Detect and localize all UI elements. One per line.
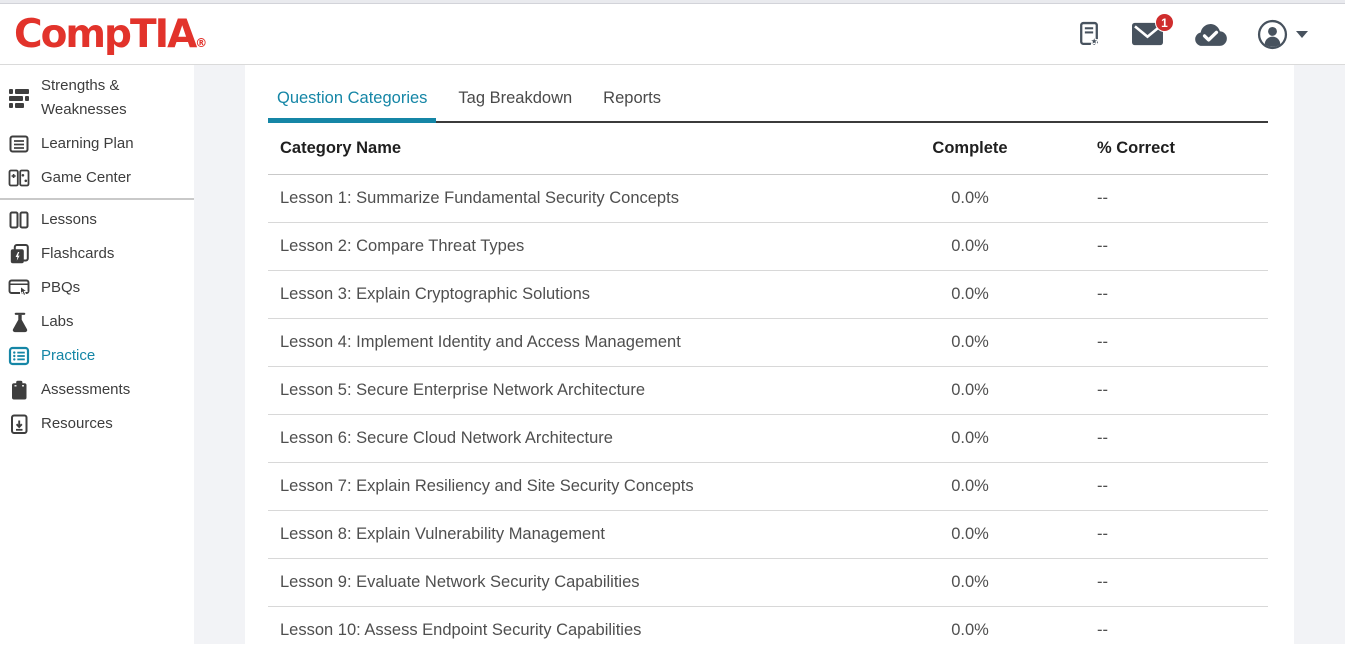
sidebar-item-lessons[interactable]: Lessons: [0, 203, 194, 237]
category-name: Lesson 2: Compare Threat Types: [280, 237, 525, 255]
table-row[interactable]: Lesson 2: Compare Threat Types 0.0% --: [268, 223, 1268, 271]
assessments-icon: [7, 378, 31, 402]
category-correct-value: --: [1097, 285, 1108, 303]
category-name: Lesson 10: Assess Endpoint Security Capa…: [280, 621, 642, 639]
table-row[interactable]: Lesson 8: Explain Vulnerability Manageme…: [268, 511, 1268, 559]
score-report-icon[interactable]: [1076, 21, 1102, 48]
left-gutter: [194, 65, 245, 644]
sidebar-item-labs[interactable]: Labs: [0, 305, 194, 339]
table-row[interactable]: Lesson 4: Implement Identity and Access …: [268, 319, 1268, 367]
category-name: Lesson 3: Explain Cryptographic Solution…: [280, 285, 591, 303]
game-center-icon: [7, 166, 31, 190]
strengths-weaknesses-icon: [7, 86, 31, 110]
sidebar-item-label: Game Center: [41, 169, 132, 186]
sidebar: Strengths & Weaknesses Learning Plan: [0, 65, 194, 644]
sidebar-item-practice[interactable]: Practice: [0, 339, 194, 373]
practice-icon: [7, 344, 31, 368]
account-menu[interactable]: [1257, 19, 1309, 50]
sidebar-item-assessments[interactable]: Assessments: [0, 373, 194, 407]
category-name: Lesson 8: Explain Vulnerability Manageme…: [280, 525, 605, 543]
table-row[interactable]: Lesson 7: Explain Resiliency and Site Se…: [268, 463, 1268, 511]
category-correct-value: --: [1097, 477, 1108, 495]
tabs: Question Categories Tag Breakdown Report…: [268, 65, 1268, 123]
account-icon: [1257, 19, 1288, 50]
category-correct-value: --: [1097, 237, 1108, 255]
category-complete-value: 0.0%: [951, 237, 989, 255]
learning-plan-icon: [7, 132, 31, 156]
category-complete-value: 0.0%: [951, 429, 989, 447]
pbqs-icon: [7, 276, 31, 300]
comptia-logo[interactable]: CompTIA®: [14, 15, 207, 54]
category-correct-value: --: [1097, 621, 1108, 639]
app-header: CompTIA® 1: [0, 4, 1345, 65]
category-complete-value: 0.0%: [951, 525, 989, 543]
tab-tag-breakdown[interactable]: Tag Breakdown: [458, 89, 573, 107]
logo-text: CompTIA: [14, 11, 197, 57]
category-correct-value: --: [1097, 333, 1108, 351]
sidebar-item-label: Assessments: [41, 381, 131, 398]
table-header-row: Category Name Complete % Correct: [268, 123, 1268, 175]
chevron-down-icon: [1295, 30, 1309, 39]
categories-table: Category Name Complete % Correct Lesson …: [268, 123, 1268, 646]
main-content: Question Categories Tag Breakdown Report…: [245, 65, 1294, 644]
registered-mark: ®: [195, 35, 208, 50]
table-row[interactable]: Lesson 6: Secure Cloud Network Architect…: [268, 415, 1268, 463]
labs-icon: [7, 310, 31, 334]
category-name: Lesson 7: Explain Resiliency and Site Se…: [280, 477, 694, 495]
category-complete-value: 0.0%: [951, 621, 989, 639]
category-complete-value: 0.0%: [951, 381, 989, 399]
sidebar-item-learning-plan[interactable]: Learning Plan: [0, 127, 194, 161]
category-name: Lesson 4: Implement Identity and Access …: [280, 333, 681, 351]
flashcards-icon: [7, 242, 31, 266]
category-complete-value: 0.0%: [951, 285, 989, 303]
tab-reports[interactable]: Reports: [603, 89, 661, 107]
sidebar-item-game-center[interactable]: Game Center: [0, 161, 194, 195]
table-row[interactable]: Lesson 1: Summarize Fundamental Security…: [268, 175, 1268, 223]
category-correct-value: --: [1097, 525, 1108, 543]
table-row[interactable]: Lesson 10: Assess Endpoint Security Capa…: [268, 607, 1268, 646]
lessons-icon: [7, 208, 31, 232]
sidebar-item-label: Lessons: [41, 211, 97, 228]
category-name: Lesson 9: Evaluate Network Security Capa…: [280, 573, 640, 591]
category-complete-value: 0.0%: [951, 189, 989, 207]
table-row[interactable]: Lesson 9: Evaluate Network Security Capa…: [268, 559, 1268, 607]
column-header-category-name: Category Name: [280, 139, 402, 157]
sidebar-item-label: PBQs: [41, 279, 81, 296]
sidebar-item-pbqs[interactable]: PBQs: [0, 271, 194, 305]
messages-icon[interactable]: 1: [1131, 13, 1174, 46]
table-row[interactable]: Lesson 3: Explain Cryptographic Solution…: [268, 271, 1268, 319]
sidebar-item-flashcards[interactable]: Flashcards: [0, 237, 194, 271]
sidebar-divider: [0, 198, 194, 200]
header-icon-group: 1: [1076, 13, 1309, 50]
tab-question-categories[interactable]: Question Categories: [268, 89, 437, 123]
category-correct-value: --: [1097, 381, 1108, 399]
right-gutter: [1294, 65, 1345, 644]
resources-icon: [7, 412, 31, 436]
category-correct-value: --: [1097, 189, 1108, 207]
category-correct-value: --: [1097, 573, 1108, 591]
category-complete-value: 0.0%: [951, 573, 989, 591]
sidebar-item-resources[interactable]: Resources: [0, 407, 194, 441]
column-header-complete: Complete: [932, 139, 1008, 157]
category-complete-value: 0.0%: [951, 333, 989, 351]
sidebar-item-strengths-weaknesses[interactable]: Strengths & Weaknesses: [0, 69, 194, 127]
table-body: Lesson 1: Summarize Fundamental Security…: [268, 175, 1268, 646]
sidebar-item-label: Flashcards: [41, 245, 115, 262]
browser-top-strip: [0, 0, 1345, 4]
table-row[interactable]: Lesson 5: Secure Enterprise Network Arch…: [268, 367, 1268, 415]
category-name: Lesson 5: Secure Enterprise Network Arch…: [280, 381, 646, 399]
column-header-percent-correct: % Correct: [1097, 139, 1175, 157]
sidebar-item-label: Resources: [41, 415, 113, 432]
category-complete-value: 0.0%: [951, 477, 989, 495]
category-correct-value: --: [1097, 429, 1108, 447]
sidebar-item-label: Learning Plan: [41, 135, 134, 152]
category-name: Lesson 6: Secure Cloud Network Architect…: [280, 429, 613, 447]
sidebar-item-label: Practice: [41, 347, 96, 364]
notification-badge: 1: [1155, 13, 1174, 32]
sync-cloud-icon[interactable]: [1193, 22, 1228, 47]
sidebar-item-label: Strengths & Weaknesses: [41, 77, 127, 118]
sidebar-item-label: Labs: [41, 313, 74, 330]
category-name: Lesson 1: Summarize Fundamental Security…: [280, 189, 679, 207]
